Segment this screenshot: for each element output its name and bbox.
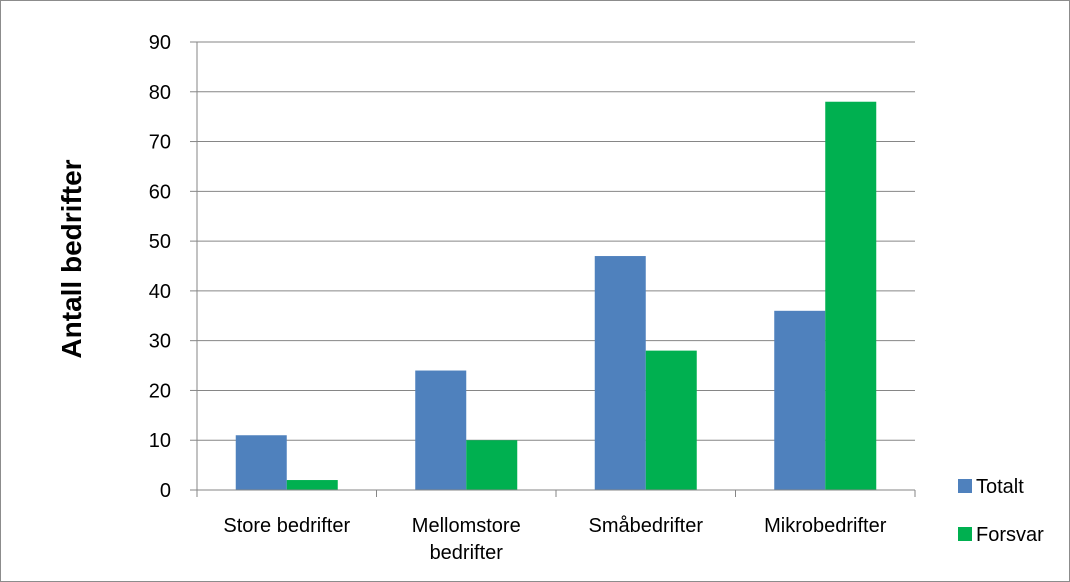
bar-forsvar-0: [286, 480, 338, 490]
bar-forsvar-2: [645, 350, 697, 490]
x-category-label: Store bedrifter: [223, 515, 350, 537]
bars: [235, 101, 877, 490]
gridlines: [190, 41, 915, 491]
bar-totalt-1: [415, 370, 467, 490]
y-tick-label: 90: [149, 32, 171, 54]
y-tick-label: 20: [149, 380, 171, 402]
y-tick-label: 80: [149, 82, 171, 104]
x-category-label: Mikrobedrifter: [764, 515, 887, 537]
y-tick-label: 60: [149, 181, 171, 203]
y-tick-labels: 0 10 20 30 40 50 60 70 80 90: [149, 32, 171, 502]
y-tick-label: 0: [160, 480, 171, 502]
y-tick-label: 50: [149, 231, 171, 253]
x-category-labels: Store bedrifter Mellomstore bedrifter Småbe…: [223, 515, 886, 564]
bar-totalt-3: [774, 310, 826, 490]
bar-totalt-2: [594, 256, 646, 490]
bar-totalt-0: [235, 435, 287, 490]
bar-forsvar-3: [825, 101, 877, 490]
x-category-label: Småbedrifter: [589, 515, 704, 537]
y-tick-label: 40: [149, 281, 171, 303]
legend-swatch-forsvar: [958, 527, 972, 541]
axes: [196, 42, 916, 497]
y-axis-label: Antall bedrifter: [56, 159, 87, 358]
x-category-label: bedrifter: [430, 542, 504, 564]
bar-forsvar-1: [466, 440, 518, 490]
y-tick-label: 70: [149, 132, 171, 154]
legend: Totalt Forsvar: [958, 476, 1044, 546]
legend-swatch-totalt: [958, 479, 972, 493]
y-tick-label: 10: [149, 430, 171, 452]
legend-label-forsvar: Forsvar: [976, 524, 1044, 546]
y-tick-label: 30: [149, 331, 171, 353]
x-category-label: Mellomstore: [412, 515, 521, 537]
legend-label-totalt: Totalt: [976, 476, 1024, 498]
